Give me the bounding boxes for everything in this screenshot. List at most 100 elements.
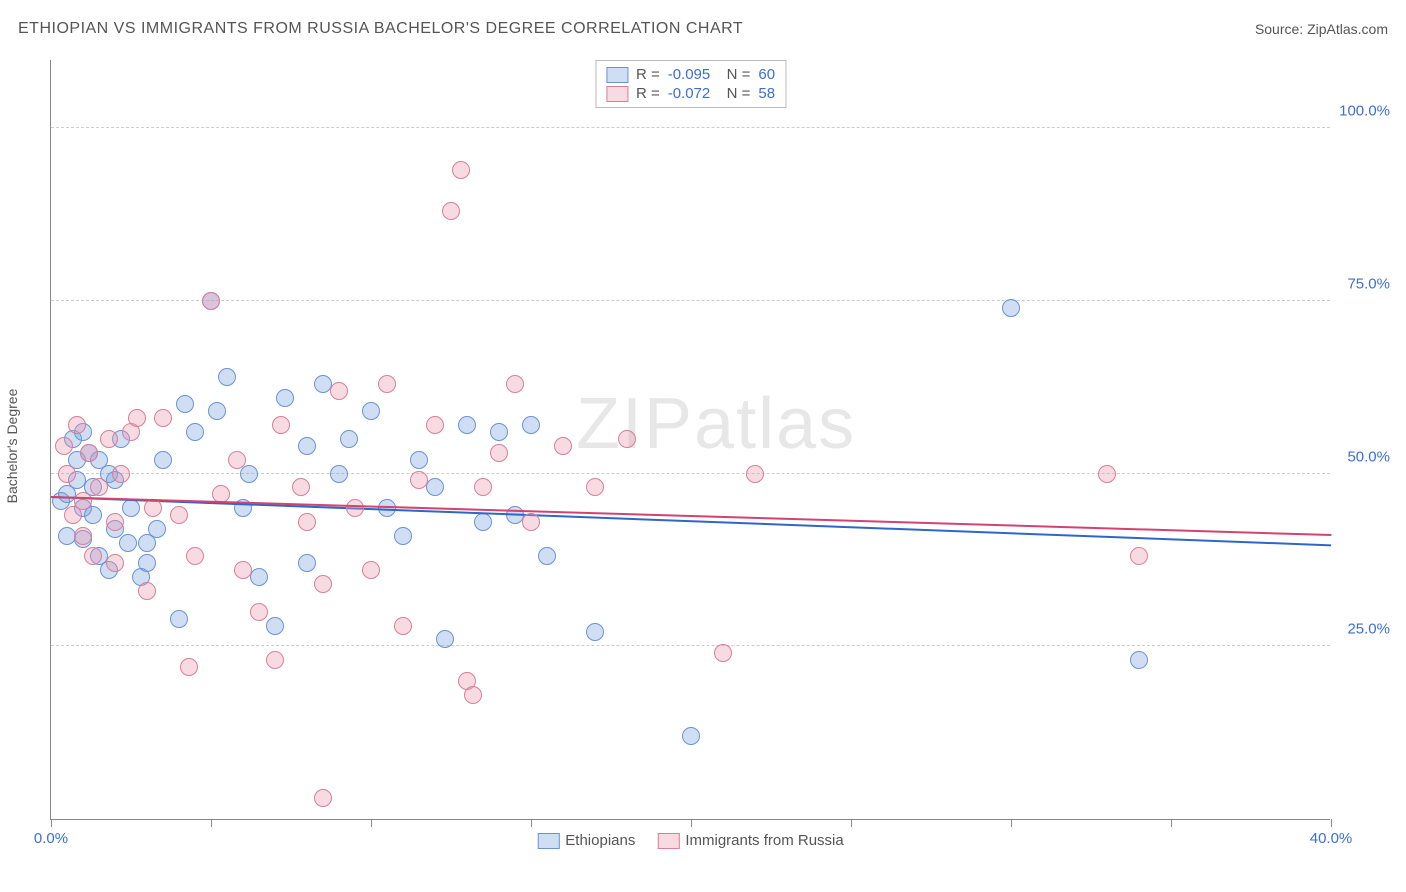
- data-point: [154, 451, 172, 469]
- data-point: [298, 437, 316, 455]
- data-point: [538, 547, 556, 565]
- x-tick: [371, 819, 372, 827]
- stats-legend-box: R = -0.095 N = 60R = -0.072 N = 58: [595, 60, 786, 108]
- data-point: [298, 513, 316, 531]
- data-point: [554, 437, 572, 455]
- legend-label: Ethiopians: [565, 832, 635, 849]
- y-tick-label: 50.0%: [1347, 448, 1390, 465]
- x-tick-label: 0.0%: [34, 830, 68, 847]
- legend-item: Immigrants from Russia: [657, 832, 843, 849]
- data-point: [148, 520, 166, 538]
- data-point: [55, 437, 73, 455]
- data-point: [452, 161, 470, 179]
- data-point: [218, 368, 236, 386]
- stat-r-value: -0.095: [668, 66, 711, 83]
- data-point: [362, 402, 380, 420]
- data-point: [522, 416, 540, 434]
- legend-label: Immigrants from Russia: [685, 832, 843, 849]
- data-point: [330, 382, 348, 400]
- data-point: [682, 727, 700, 745]
- data-point: [106, 513, 124, 531]
- plot-area: ZIPatlas R = -0.095 N = 60R = -0.072 N =…: [50, 60, 1330, 820]
- x-tick: [1171, 819, 1172, 827]
- data-point: [362, 561, 380, 579]
- data-point: [276, 389, 294, 407]
- legend-swatch: [606, 86, 628, 102]
- data-point: [426, 416, 444, 434]
- y-tick-label: 75.0%: [1347, 275, 1390, 292]
- data-point: [586, 623, 604, 641]
- data-point: [618, 430, 636, 448]
- data-point: [378, 375, 396, 393]
- data-point: [522, 513, 540, 531]
- data-point: [292, 478, 310, 496]
- data-point: [180, 658, 198, 676]
- data-point: [240, 465, 258, 483]
- x-tick: [1011, 819, 1012, 827]
- x-tick: [531, 819, 532, 827]
- gridline: [51, 127, 1330, 128]
- data-point: [266, 651, 284, 669]
- data-point: [266, 617, 284, 635]
- chart-source: Source: ZipAtlas.com: [1255, 21, 1388, 37]
- data-point: [298, 554, 316, 572]
- data-point: [394, 617, 412, 635]
- gridline: [51, 645, 1330, 646]
- watermark: ZIPatlas: [576, 383, 856, 465]
- data-point: [186, 423, 204, 441]
- data-point: [128, 409, 146, 427]
- legend-swatch: [606, 67, 628, 83]
- x-tick: [1331, 819, 1332, 827]
- stat-label: N =: [718, 66, 750, 83]
- gridline: [51, 300, 1330, 301]
- data-point: [74, 527, 92, 545]
- data-point: [586, 478, 604, 496]
- data-point: [90, 478, 108, 496]
- data-point: [1130, 651, 1148, 669]
- data-point: [330, 465, 348, 483]
- data-point: [1130, 547, 1148, 565]
- data-point: [314, 789, 332, 807]
- data-point: [746, 465, 764, 483]
- data-point: [234, 561, 252, 579]
- data-point: [170, 506, 188, 524]
- data-point: [346, 499, 364, 517]
- data-point: [144, 499, 162, 517]
- data-point: [170, 610, 188, 628]
- x-tick: [211, 819, 212, 827]
- series-legend: Ethiopians Immigrants from Russia: [537, 832, 843, 849]
- x-tick-label: 40.0%: [1310, 830, 1353, 847]
- y-tick-label: 25.0%: [1347, 621, 1390, 638]
- data-point: [80, 444, 98, 462]
- data-point: [154, 409, 172, 427]
- y-axis-title: Bachelor's Degree: [4, 389, 20, 504]
- data-point: [106, 554, 124, 572]
- data-point: [506, 375, 524, 393]
- data-point: [474, 513, 492, 531]
- data-point: [250, 568, 268, 586]
- data-point: [272, 416, 290, 434]
- data-point: [58, 465, 76, 483]
- chart-title: ETHIOPIAN VS IMMIGRANTS FROM RUSSIA BACH…: [18, 20, 743, 38]
- stat-label: R =: [636, 85, 660, 102]
- data-point: [228, 451, 246, 469]
- data-point: [490, 444, 508, 462]
- data-point: [1002, 299, 1020, 317]
- data-point: [394, 527, 412, 545]
- data-point: [208, 402, 226, 420]
- data-point: [202, 292, 220, 310]
- data-point: [119, 534, 137, 552]
- data-point: [112, 465, 130, 483]
- data-point: [436, 630, 454, 648]
- data-point: [250, 603, 268, 621]
- y-tick-label: 100.0%: [1339, 103, 1390, 120]
- data-point: [410, 451, 428, 469]
- data-point: [410, 471, 428, 489]
- data-point: [426, 478, 444, 496]
- x-tick: [691, 819, 692, 827]
- data-point: [714, 644, 732, 662]
- x-tick: [51, 819, 52, 827]
- data-point: [74, 492, 92, 510]
- legend-swatch: [537, 833, 559, 849]
- stats-row: R = -0.072 N = 58: [606, 84, 775, 103]
